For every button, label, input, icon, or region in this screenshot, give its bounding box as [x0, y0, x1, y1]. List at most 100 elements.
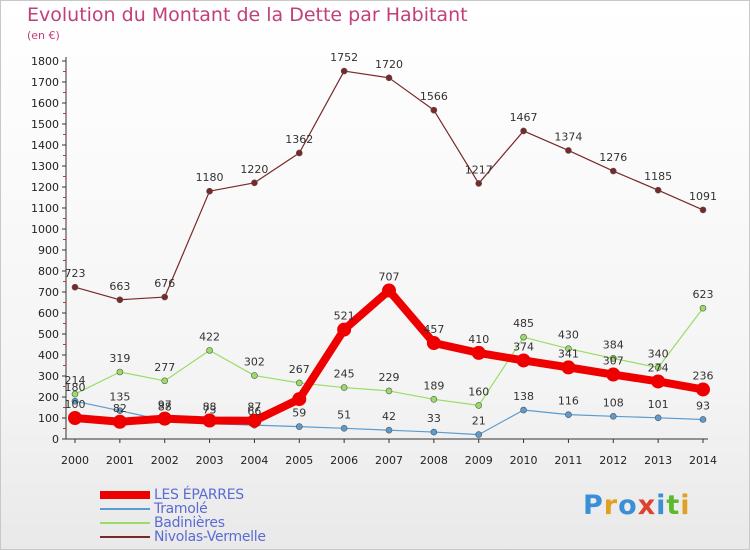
data-label-2: 422 — [199, 330, 220, 343]
data-label-2: 302 — [244, 356, 265, 369]
data-point-3 — [251, 179, 258, 187]
data-point-0 — [471, 345, 486, 360]
legend-swatch-tramole — [100, 508, 150, 510]
data-point-0 — [68, 411, 82, 425]
data-label-1: 93 — [696, 399, 710, 412]
data-point-0 — [651, 374, 666, 389]
data-label-0: 307 — [603, 355, 624, 368]
data-point-0 — [516, 353, 531, 368]
y-tick-label: 1200 — [31, 181, 59, 194]
y-tick-label: 1100 — [31, 202, 59, 215]
legend-swatch-badinieres — [100, 522, 150, 524]
data-label-1: 180 — [65, 381, 86, 394]
data-point-2 — [71, 390, 79, 398]
data-label-1: 21 — [472, 415, 486, 428]
data-label-0: 87 — [247, 401, 261, 414]
data-point-1 — [71, 397, 79, 405]
y-tick-label: 1800 — [31, 55, 59, 68]
data-label-1: 33 — [427, 412, 441, 425]
data-point-3 — [520, 127, 527, 135]
data-label-3: 663 — [109, 280, 130, 293]
legend-label-les-eparres: LES ÉPARRES — [154, 487, 244, 503]
data-label-0: 100 — [65, 398, 86, 411]
data-point-3 — [609, 167, 617, 175]
x-tick-label: 2009 — [465, 454, 493, 467]
data-point-0 — [382, 283, 396, 298]
legend-label-nivolas-vermelle: Nivolas-Vermelle — [154, 529, 266, 545]
data-point-0 — [112, 414, 127, 429]
data-label-3: 1217 — [465, 163, 493, 176]
data-point-2 — [206, 347, 213, 354]
proxiti-logo: Proxiti — [583, 490, 691, 521]
chart-title: Evolution du Montant de la Dette par Hab… — [27, 4, 468, 26]
data-point-2 — [699, 304, 707, 312]
data-label-2: 189 — [423, 379, 444, 392]
y-tick-label: 0 — [52, 433, 59, 446]
x-tick-label: 2007 — [375, 454, 403, 467]
data-label-2: 245 — [334, 368, 355, 381]
data-point-2 — [385, 387, 393, 395]
data-point-3 — [385, 74, 393, 82]
x-tick-label: 2001 — [106, 454, 134, 467]
data-label-2: 277 — [154, 361, 175, 374]
data-point-3 — [565, 147, 572, 154]
data-point-0 — [292, 392, 307, 407]
data-label-3: 1220 — [240, 163, 268, 176]
y-tick-label: 1600 — [31, 97, 59, 110]
data-point-3 — [475, 180, 483, 187]
x-tick-label: 2013 — [644, 454, 672, 467]
data-label-2: 319 — [109, 352, 130, 365]
data-point-2 — [475, 402, 483, 409]
data-point-2 — [520, 333, 527, 341]
y-tick-label: 100 — [38, 412, 59, 425]
data-label-1: 73 — [203, 404, 217, 417]
data-label-1: 101 — [648, 398, 669, 411]
data-label-0: 341 — [558, 347, 579, 360]
data-label-2: 267 — [289, 363, 310, 376]
y-tick-label: 200 — [38, 391, 59, 404]
legend-label-badinieres: Badinières — [154, 515, 225, 531]
data-label-1: 135 — [109, 391, 130, 404]
data-point-3 — [161, 293, 169, 301]
data-label-3: 1374 — [554, 130, 582, 143]
data-point-1 — [609, 413, 617, 420]
data-point-2 — [340, 384, 348, 391]
x-tick-label: 2000 — [61, 454, 89, 467]
y-tick-label: 1400 — [31, 139, 59, 152]
data-label-3: 723 — [65, 267, 86, 280]
x-tick-label: 2004 — [240, 454, 268, 467]
data-label-2: 340 — [648, 348, 669, 361]
data-point-0 — [696, 382, 710, 397]
data-label-3: 1180 — [196, 171, 224, 184]
data-label-0: 236 — [693, 369, 714, 382]
data-point-1 — [340, 424, 348, 432]
data-label-3: 1091 — [689, 190, 717, 203]
data-point-3 — [340, 67, 348, 75]
data-point-2 — [654, 364, 662, 371]
data-point-2 — [161, 377, 169, 385]
y-tick-label: 600 — [38, 307, 59, 320]
data-point-0 — [426, 336, 441, 351]
data-label-3: 676 — [154, 277, 175, 290]
x-tick-label: 2002 — [151, 454, 179, 467]
y-tick-label: 1000 — [31, 223, 59, 236]
data-label-0: 97 — [158, 399, 172, 412]
data-label-1: 138 — [513, 390, 534, 403]
data-label-3: 1720 — [375, 58, 403, 71]
data-label-1: 116 — [558, 395, 579, 408]
x-tick-label: 2012 — [599, 454, 627, 467]
data-point-2 — [430, 396, 438, 403]
data-point-0 — [157, 411, 172, 426]
series-line-3 — [74, 70, 704, 301]
y-tick-label: 800 — [38, 265, 59, 278]
data-point-1 — [565, 411, 572, 418]
data-label-2: 229 — [379, 371, 400, 384]
data-label-0: 374 — [513, 340, 534, 353]
y-tick-label: 300 — [38, 370, 59, 383]
data-label-3: 1752 — [330, 51, 358, 64]
y-tick-label: 900 — [38, 244, 59, 257]
data-point-1 — [699, 416, 707, 423]
data-point-2 — [251, 372, 258, 379]
data-point-2 — [295, 379, 303, 387]
